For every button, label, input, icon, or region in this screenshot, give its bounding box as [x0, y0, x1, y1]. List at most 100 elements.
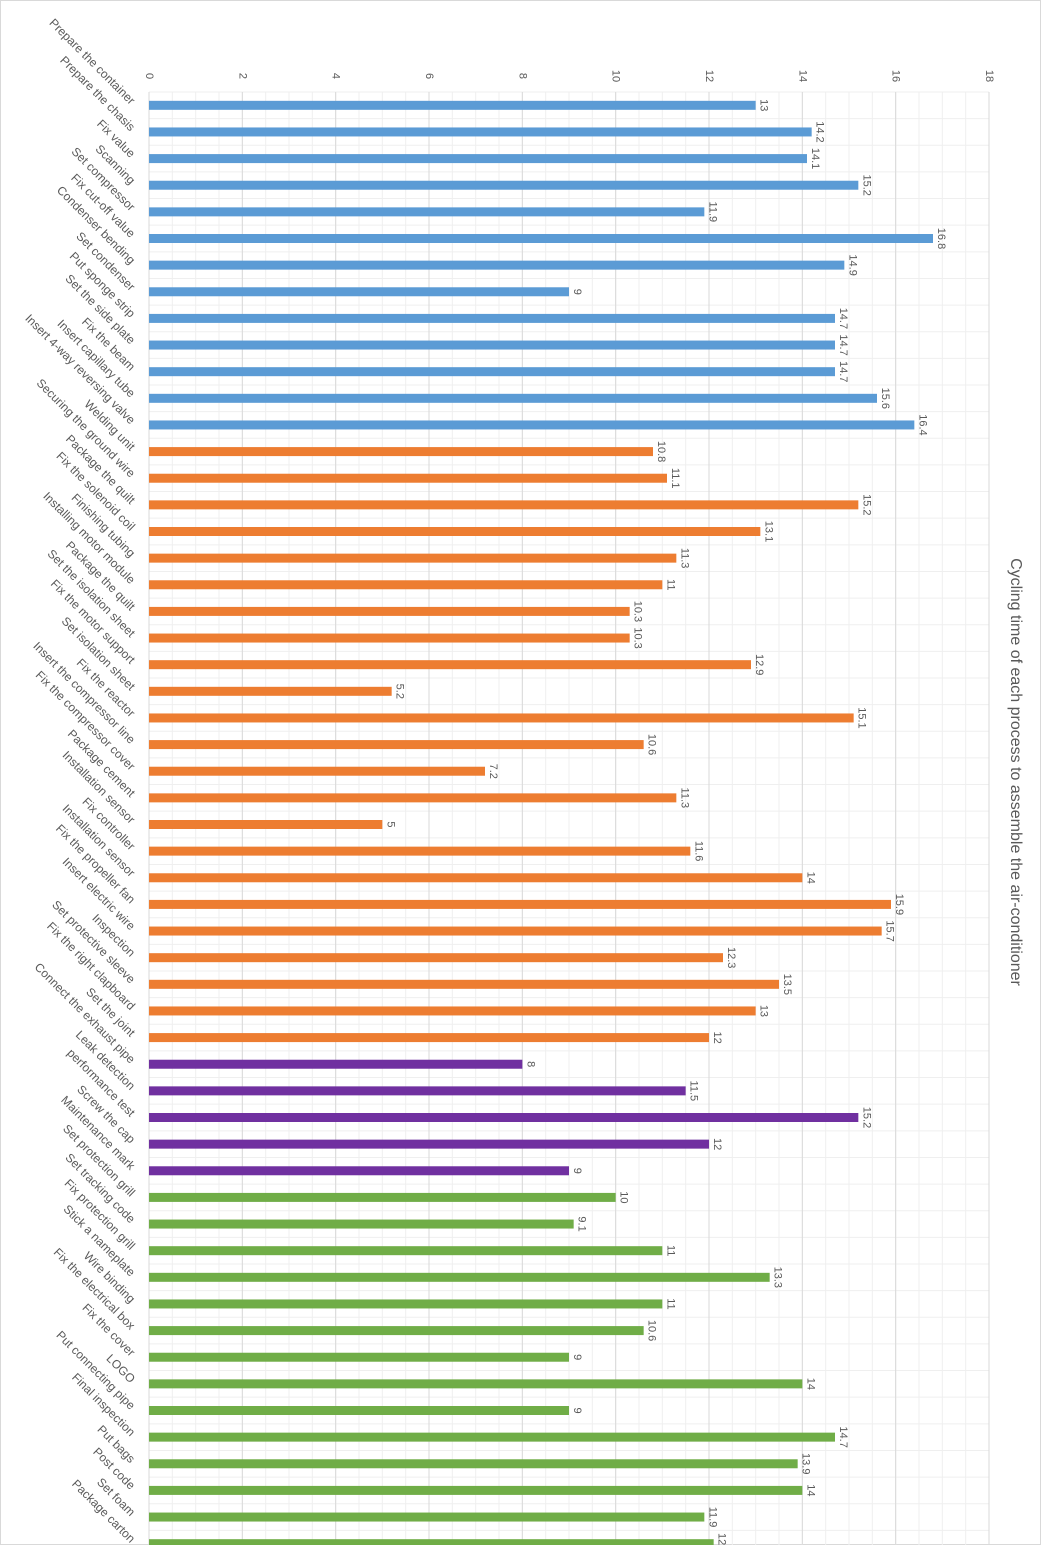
data-label: 12	[711, 1031, 723, 1043]
data-label: 14.7	[837, 1426, 849, 1447]
data-label: 16.4	[916, 414, 928, 435]
bar	[149, 1139, 709, 1149]
bar	[149, 1246, 663, 1256]
data-label: 14	[804, 1378, 816, 1390]
x-tick-label: 8	[516, 73, 528, 79]
x-tick-label: 2	[236, 73, 248, 79]
bar	[149, 1219, 574, 1229]
x-tick-label: 0	[143, 73, 155, 79]
bar	[149, 367, 835, 377]
bar	[149, 1352, 569, 1362]
bar	[149, 660, 751, 670]
x-axis-tick-labels: 0 2 4 6 8 10 12 14 16 18	[143, 70, 995, 82]
bar	[149, 127, 812, 137]
bar	[149, 1192, 616, 1202]
data-label: 14.2	[814, 121, 826, 142]
data-label: 15.7	[884, 920, 896, 941]
bar	[149, 313, 835, 323]
data-label: 10.8	[655, 441, 667, 462]
data-label: 14.7	[837, 361, 849, 382]
bar	[149, 1033, 709, 1043]
bar	[149, 420, 915, 430]
bar	[149, 1059, 523, 1069]
x-tick-label: 6	[423, 73, 435, 79]
data-label: 12	[711, 1138, 723, 1150]
data-label: 11	[664, 1298, 676, 1309]
bar	[149, 1086, 686, 1096]
bar	[149, 846, 691, 856]
bar	[149, 473, 667, 483]
data-label: 13	[758, 1005, 770, 1017]
bar	[149, 527, 761, 536]
x-tick-label: 4	[330, 73, 342, 79]
bar	[149, 500, 859, 510]
bar	[149, 686, 392, 696]
bar	[149, 580, 663, 590]
data-label: 9	[571, 1407, 583, 1413]
data-label: 11.1	[669, 468, 681, 489]
data-label: 16.8	[935, 228, 947, 249]
data-label: 9.1	[576, 1216, 588, 1231]
bar	[149, 899, 891, 909]
bar	[149, 953, 723, 963]
data-label: 11	[664, 1245, 676, 1256]
bar	[149, 393, 877, 403]
data-label: 8	[524, 1061, 536, 1067]
data-label: 9	[571, 289, 583, 295]
data-label: 15.2	[860, 1107, 872, 1128]
bar	[149, 1379, 803, 1389]
data-label: 14	[804, 1484, 816, 1496]
data-label: 15.1	[856, 707, 868, 728]
data-label: 13.3	[772, 1267, 784, 1288]
data-label: 11.5	[688, 1081, 700, 1102]
bar	[149, 1539, 714, 1545]
data-label: 11	[664, 579, 676, 590]
data-label: 10.3	[632, 627, 644, 648]
bar	[149, 180, 859, 190]
data-label: 11.9	[706, 1507, 718, 1528]
bar	[149, 1299, 663, 1309]
bar	[149, 1006, 756, 1016]
bar	[149, 1272, 770, 1282]
bar	[149, 447, 653, 457]
bar	[149, 1512, 705, 1522]
data-label: 12.1	[716, 1533, 728, 1545]
bar	[149, 713, 854, 723]
bar	[149, 979, 779, 989]
bar	[149, 340, 835, 350]
bar	[149, 793, 677, 803]
data-label: 13.5	[781, 974, 793, 995]
data-label: 13.1	[762, 521, 774, 542]
bar	[149, 1406, 569, 1415]
data-label: 5.2	[394, 684, 406, 699]
data-label: 11.9	[706, 202, 718, 223]
bar	[149, 766, 485, 776]
bar	[149, 1166, 569, 1176]
x-tick-label: 18	[983, 70, 995, 82]
data-label: 14.7	[837, 334, 849, 355]
data-label: 14.7	[837, 308, 849, 329]
data-label: 9	[571, 1168, 583, 1174]
data-label: 13	[758, 99, 770, 111]
data-label: 12.9	[753, 654, 765, 675]
data-label: 10	[618, 1191, 630, 1203]
data-label: 10.3	[632, 601, 644, 622]
x-tick-label: 12	[703, 70, 715, 82]
data-label: 14	[804, 872, 816, 884]
data-labels: 13 14.2 14.1 15.2 11.9 16.8 14.9 9 14.7 14.7 14.7 1…	[384, 99, 947, 1545]
x-tick-label: 16	[890, 70, 902, 82]
chart-title: Cycling time of each process to assemble…	[1007, 558, 1024, 986]
data-label: 10.6	[646, 1320, 658, 1341]
data-label: 12.3	[725, 947, 737, 968]
data-label: 15.9	[893, 894, 905, 915]
data-label: 11.3	[678, 548, 690, 569]
bar	[149, 260, 845, 270]
bar	[149, 606, 630, 616]
bar	[149, 740, 644, 750]
bar	[149, 287, 569, 297]
bar	[149, 553, 677, 563]
x-tick-label: 14	[796, 70, 808, 82]
